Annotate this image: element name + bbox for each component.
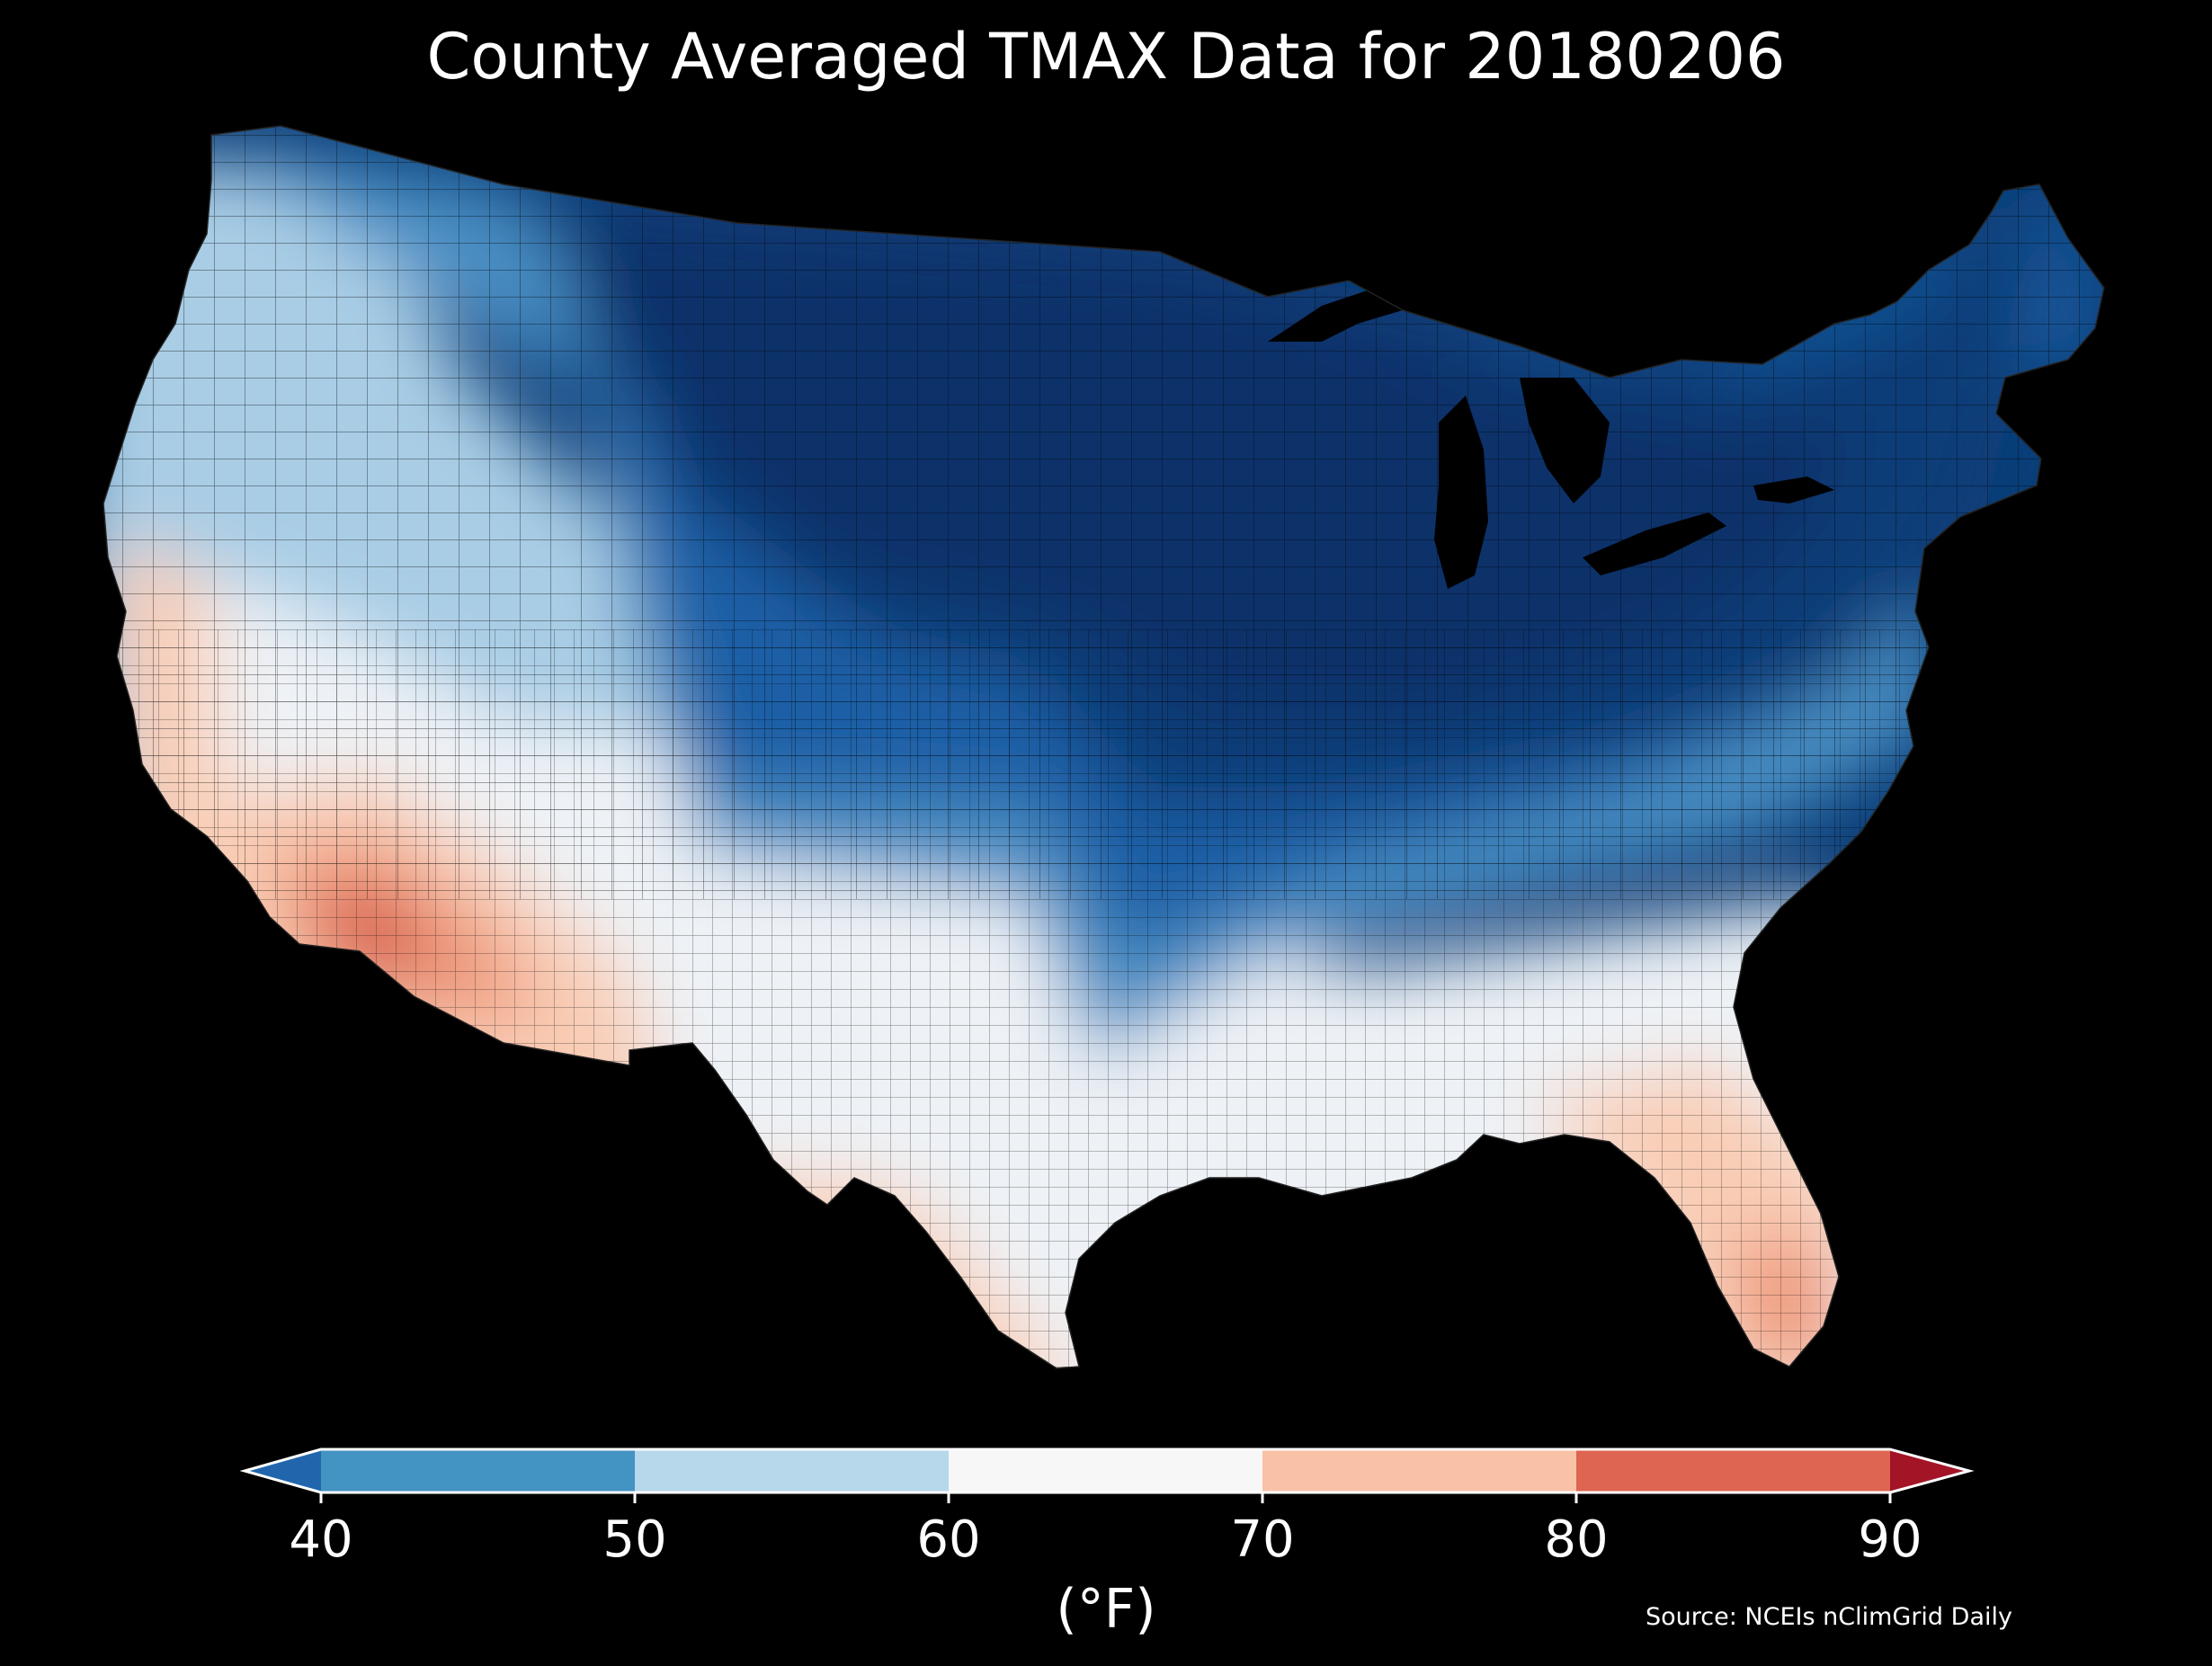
source-credit: Source: NCEIs nClimGrid Daily (1646, 1603, 2012, 1631)
colorbar (239, 1448, 1975, 1503)
colorbar-tick-label: 80 (1544, 1510, 1609, 1569)
colorbar-units-label: (°F) (1056, 1578, 1156, 1641)
lake-erie (1583, 512, 1726, 575)
colorbar-under-arrow (245, 1449, 321, 1492)
great-lakes (1268, 270, 1834, 589)
colorbar-tick-label: 40 (289, 1510, 353, 1569)
colorbar-tick-label: 90 (1858, 1510, 1922, 1569)
us-outline (103, 125, 2105, 1369)
colorbar-ticks (319, 1492, 1892, 1503)
lake-ontario (1753, 477, 1834, 503)
colorbar-bin-60-70 (949, 1449, 1262, 1492)
colorbar-bin-40-50 (321, 1449, 635, 1492)
colorbar-tick-label: 70 (1230, 1510, 1295, 1569)
colorbar-over-arrow (1890, 1449, 1969, 1492)
colorbar-tick-label: 60 (916, 1510, 981, 1569)
colorbar-bin-50-60 (635, 1449, 949, 1492)
colorbar-bin-80-90 (1576, 1449, 1890, 1492)
lake-superior (1268, 270, 1457, 342)
colorbar-tick-label: 50 (602, 1510, 667, 1569)
map-title: County Averaged TMAX Data for 20180206 (426, 20, 1786, 94)
lake-huron (1520, 378, 1610, 503)
lake-michigan (1434, 396, 1488, 589)
colorbar-bin-70-80 (1262, 1449, 1576, 1492)
